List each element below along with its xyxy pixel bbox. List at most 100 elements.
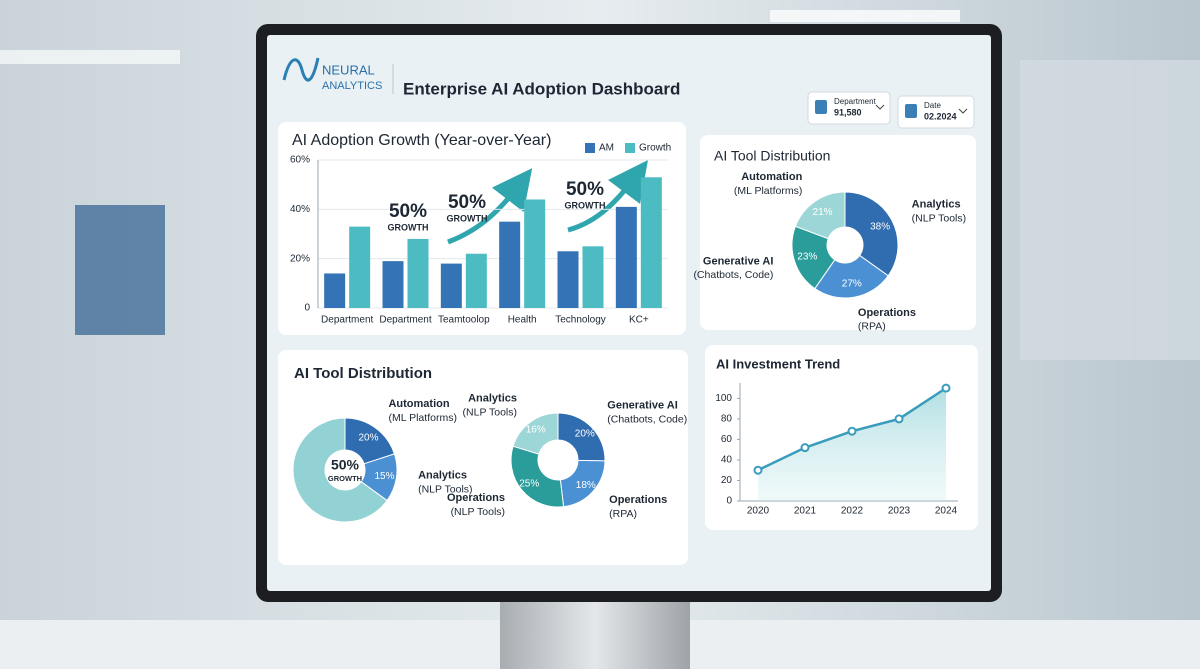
category-label: Analytics: [912, 199, 961, 211]
chart-title: AI Tool Distribution: [714, 148, 830, 164]
annotation: 50%: [389, 201, 427, 222]
filter-icon: [905, 104, 917, 118]
category-note: (RPA): [858, 321, 886, 333]
value-label: 20%: [359, 432, 379, 443]
x-tick-label: Department: [379, 315, 431, 326]
value-label: 15%: [374, 471, 394, 482]
x-tick-label: Department: [321, 315, 373, 326]
bar: [440, 263, 462, 308]
value-label: 25%: [519, 479, 539, 490]
category-label: Automation: [741, 171, 802, 183]
category-label: Operations: [609, 494, 667, 506]
bar: [349, 226, 371, 308]
donut-segment: [844, 191, 899, 277]
y-tick-label: 60: [721, 434, 733, 445]
point: [847, 426, 857, 436]
y-tick-label: 0: [726, 496, 732, 507]
x-tick-label: KC+: [629, 315, 649, 326]
x-tick-label: 2020: [747, 506, 770, 517]
y-tick-label: 40: [721, 455, 733, 466]
bar: [407, 238, 429, 308]
x-tick-label: 2022: [841, 506, 864, 517]
x-tick-label: 2024: [935, 506, 958, 517]
y-tick-label: 20: [721, 475, 733, 486]
chart-title: AI Investment Trend: [716, 356, 840, 371]
bar: [465, 253, 487, 308]
bar: [324, 273, 346, 308]
legend-label: AM: [599, 143, 614, 154]
value-label: 38%: [870, 222, 890, 233]
area: [758, 388, 946, 501]
filter-value: 02.2024: [924, 111, 957, 121]
donut-segment: [510, 445, 565, 508]
wall-art: [75, 205, 165, 335]
x-tick-label: 2023: [888, 506, 911, 517]
bar: [582, 246, 604, 308]
dashboard-title: Enterprise AI Adoption Dashboard: [403, 79, 680, 98]
logo-text: NEURAL: [322, 62, 375, 77]
category-note: (Chatbots, Code): [607, 413, 687, 425]
value-label: 23%: [797, 251, 817, 262]
filter-value: 91,580: [834, 107, 862, 117]
y-tick-label: 20%: [290, 253, 310, 264]
donut-segment: [557, 412, 606, 462]
center-text: 50%: [331, 457, 360, 473]
annotation-note: GROWTH: [388, 222, 429, 232]
category-note: (ML Platforms): [388, 412, 456, 424]
bar: [557, 251, 579, 308]
ceiling-light: [0, 50, 180, 64]
ceiling-light: [770, 10, 960, 22]
donut-segment: [791, 225, 836, 290]
legend-swatch: [585, 143, 595, 153]
x-tick-label: Health: [508, 315, 537, 326]
center-note: GROWTH: [328, 474, 362, 483]
point: [753, 465, 763, 475]
bar: [524, 199, 546, 308]
annotation: 50%: [448, 192, 486, 213]
donut-segment: [794, 191, 846, 240]
filter-dropdown[interactable]: [807, 91, 891, 125]
value-label: 27%: [842, 279, 862, 290]
category-note: (NLP Tools): [451, 506, 505, 518]
category-label: Analytics: [468, 392, 517, 404]
y-tick-label: 40%: [290, 204, 310, 215]
category-label: Operations: [858, 307, 916, 319]
category-note: (ML Platforms): [734, 185, 802, 197]
x-tick-label: Technology: [555, 315, 606, 326]
legend-label: Growth: [639, 143, 671, 154]
chart-title: AI Adoption Growth (Year-over-Year): [292, 132, 551, 149]
chart-title: AI Tool Distribution: [294, 365, 432, 382]
value-label: 20%: [575, 428, 595, 439]
value-label: 18%: [576, 480, 596, 491]
x-tick-label: Teamtoolop: [438, 315, 490, 326]
logo-text: ANALYTICS: [322, 80, 382, 92]
category-note: (Chatbots, Code): [693, 269, 773, 281]
window: [1020, 60, 1200, 360]
category-note: (NLP Tools): [912, 212, 966, 224]
bar: [640, 177, 662, 308]
value-label: 16%: [526, 424, 546, 435]
growth-arrow: [447, 168, 533, 245]
category-note: (NLP Tools): [418, 483, 472, 495]
annotation: 50%: [566, 179, 604, 200]
category-label: Analytics: [418, 469, 467, 481]
annotation-note: GROWTH: [447, 213, 488, 223]
y-tick-label: 80: [721, 414, 733, 425]
bar: [499, 221, 521, 308]
filter-label: Date: [924, 101, 941, 110]
donut-segment: [814, 254, 889, 299]
value-label: 21%: [813, 207, 833, 218]
donut-segment: [512, 412, 559, 455]
bar: [615, 206, 637, 308]
filter-dropdown[interactable]: [897, 95, 975, 129]
logo-icon: [282, 57, 320, 82]
panel: [700, 135, 976, 330]
point: [894, 414, 904, 424]
category-note: (NLP Tools): [463, 406, 517, 418]
chevron: [958, 108, 968, 114]
y-tick-label: 60%: [290, 155, 310, 166]
category-note: (RPA): [609, 508, 637, 520]
point: [800, 443, 810, 453]
filter-icon: [815, 100, 827, 114]
